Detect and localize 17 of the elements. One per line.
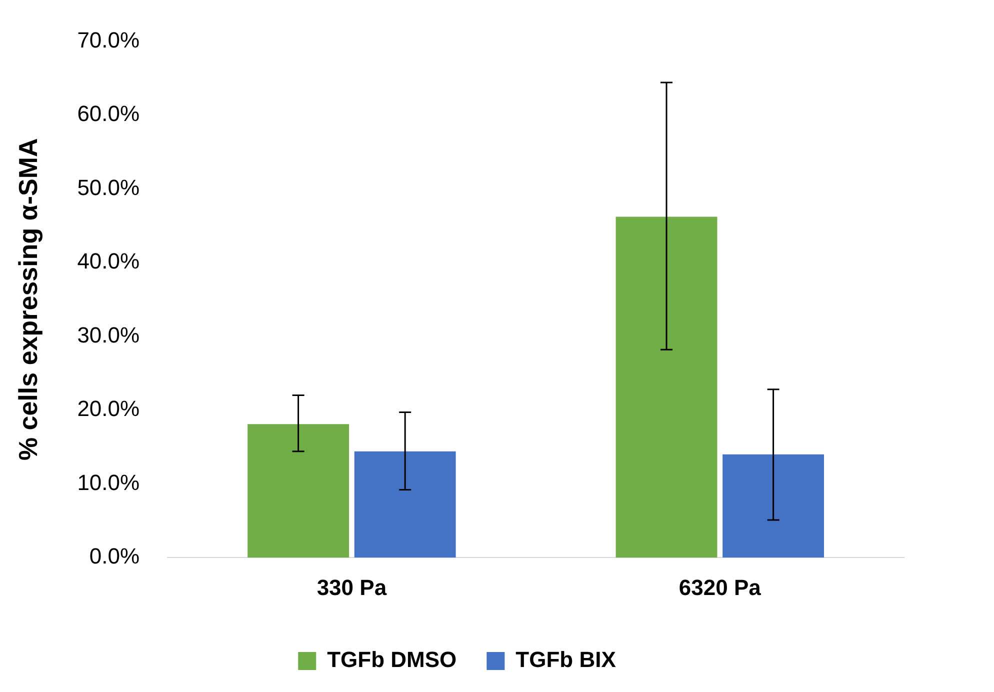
x-tick-label: 330 Pa — [316, 574, 388, 600]
bar — [722, 454, 824, 558]
y-tick-label: 10.0% — [77, 470, 140, 495]
bar — [248, 424, 350, 558]
bar — [354, 451, 456, 558]
x-tick-label: 6320 Pa — [678, 574, 762, 600]
y-tick-label: 50.0% — [77, 174, 140, 200]
y-tick-label: 70.0% — [77, 27, 140, 52]
y-tick-label: 30.0% — [77, 322, 140, 348]
y-tick-label: 60.0% — [77, 101, 140, 126]
y-tick-label: 0.0% — [89, 544, 140, 569]
y-tick-label: 20.0% — [77, 396, 140, 422]
legend-label: TGFb DMSO — [327, 647, 457, 672]
legend-label: TGFb BIX — [516, 647, 616, 672]
bar — [616, 216, 718, 558]
y-tick-label: 40.0% — [77, 248, 140, 274]
y-axis-title: % cells expressing α-SMA — [12, 138, 43, 461]
